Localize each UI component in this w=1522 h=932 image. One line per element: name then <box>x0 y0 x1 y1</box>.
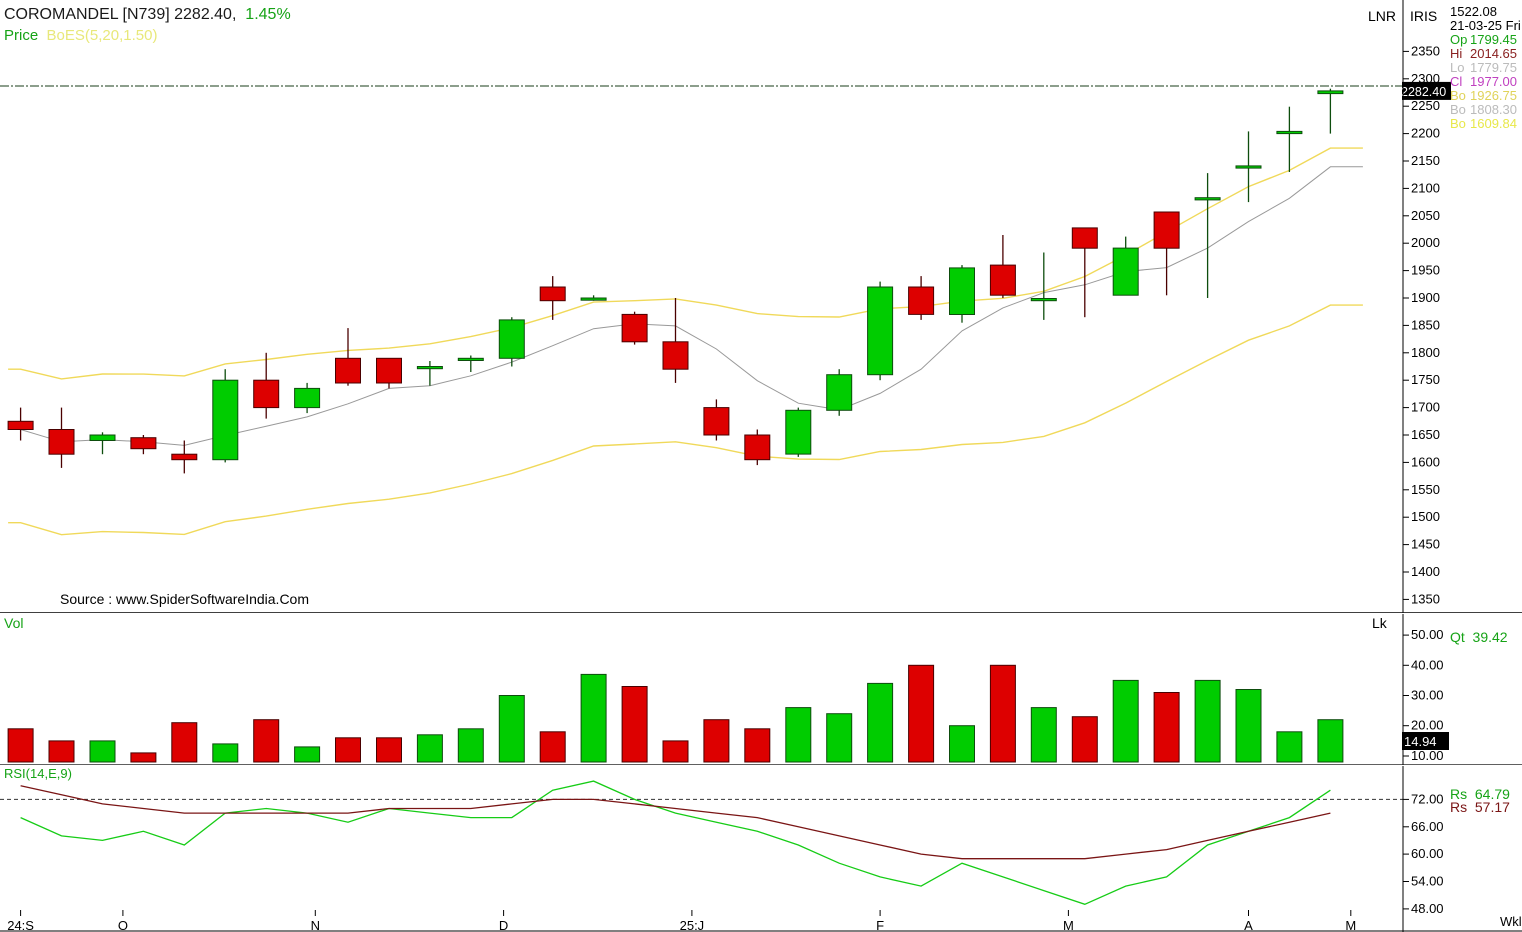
svg-text:14.94: 14.94 <box>1404 734 1437 749</box>
svg-text:30.00: 30.00 <box>1411 688 1444 703</box>
svg-text:M: M <box>1345 918 1356 932</box>
svg-text:2350: 2350 <box>1411 43 1440 58</box>
svg-text:Wkl: Wkl <box>1500 914 1522 929</box>
svg-text:1550: 1550 <box>1411 482 1440 497</box>
svg-text:1600: 1600 <box>1411 454 1440 469</box>
svg-text:2282.40: 2282.40 <box>1401 85 1446 99</box>
svg-text:1750: 1750 <box>1411 372 1440 387</box>
svg-text:IRIS: IRIS <box>1410 8 1437 24</box>
svg-text:M: M <box>1063 918 1074 932</box>
svg-text:2100: 2100 <box>1411 180 1440 195</box>
svg-text:1700: 1700 <box>1411 400 1440 415</box>
svg-text:D: D <box>499 918 508 932</box>
svg-text:2000: 2000 <box>1411 235 1440 250</box>
svg-text:72.00: 72.00 <box>1411 791 1444 806</box>
svg-text:RSI(14,E,9): RSI(14,E,9) <box>4 766 72 781</box>
svg-text:25:J: 25:J <box>680 918 705 932</box>
svg-text:Vol: Vol <box>4 615 23 631</box>
svg-text:10.00: 10.00 <box>1411 748 1444 763</box>
svg-text:Lk: Lk <box>1372 615 1388 631</box>
svg-text:1800: 1800 <box>1411 345 1440 360</box>
svg-text:40.00: 40.00 <box>1411 657 1444 672</box>
svg-text:48.00: 48.00 <box>1411 901 1444 916</box>
svg-text:O: O <box>118 918 128 932</box>
svg-text:1650: 1650 <box>1411 427 1440 442</box>
svg-text:2200: 2200 <box>1411 126 1440 141</box>
svg-text:2250: 2250 <box>1411 98 1440 113</box>
svg-text:60.00: 60.00 <box>1411 846 1444 861</box>
svg-text:N: N <box>311 918 320 932</box>
svg-text:A: A <box>1244 918 1253 932</box>
svg-text:1950: 1950 <box>1411 263 1440 278</box>
svg-text:2150: 2150 <box>1411 153 1440 168</box>
svg-text:F: F <box>876 918 884 932</box>
svg-text:1400: 1400 <box>1411 564 1440 579</box>
svg-text:2300: 2300 <box>1411 71 1440 86</box>
svg-text:Source : www.SpiderSoftwareInd: Source : www.SpiderSoftwareIndia.Com <box>60 591 309 607</box>
svg-text:1450: 1450 <box>1411 537 1440 552</box>
svg-text:1900: 1900 <box>1411 290 1440 305</box>
svg-text:1350: 1350 <box>1411 591 1440 606</box>
svg-text:1850: 1850 <box>1411 317 1440 332</box>
svg-text:LNR: LNR <box>1368 8 1396 24</box>
svg-text:1500: 1500 <box>1411 509 1440 524</box>
svg-text:2050: 2050 <box>1411 208 1440 223</box>
svg-text:20.00: 20.00 <box>1411 718 1444 733</box>
svg-text:50.00: 50.00 <box>1411 627 1444 642</box>
svg-text:54.00: 54.00 <box>1411 874 1444 889</box>
svg-text:24:S: 24:S <box>7 918 34 932</box>
svg-text:66.00: 66.00 <box>1411 819 1444 834</box>
